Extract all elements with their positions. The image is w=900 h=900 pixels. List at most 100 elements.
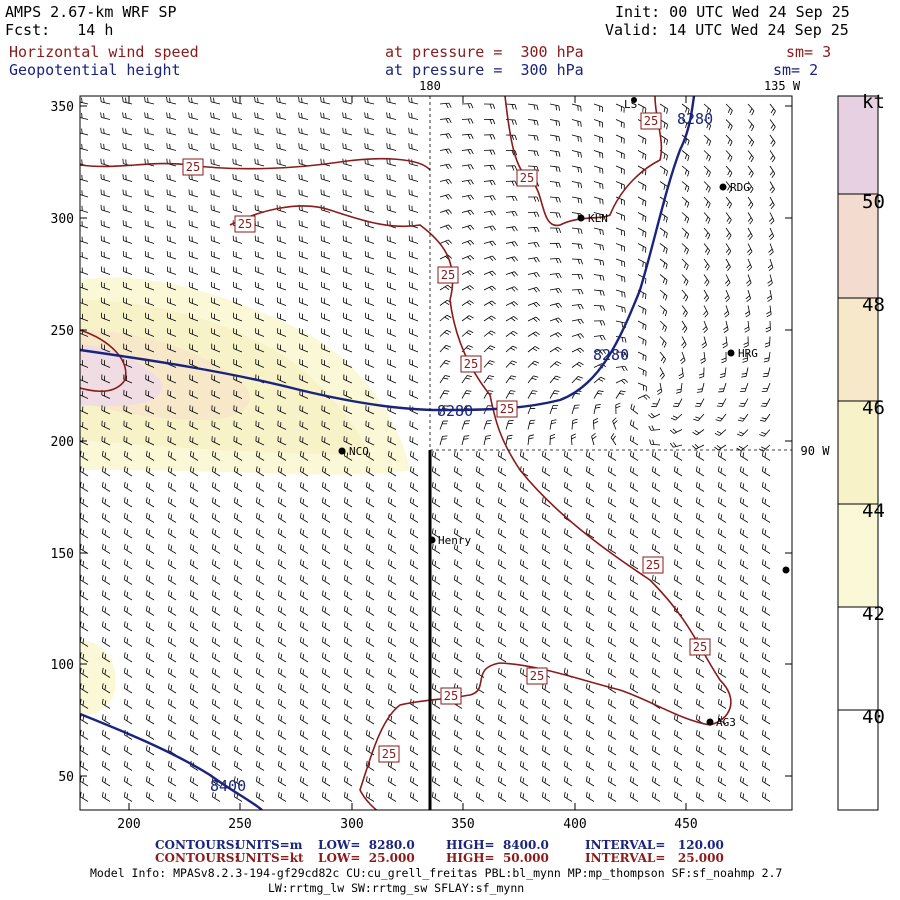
wind-barb-flag <box>489 271 494 277</box>
wind-barb <box>211 255 221 260</box>
wind-barb-flag <box>390 700 393 706</box>
wind-barb-flag <box>676 545 679 551</box>
wind-barb <box>146 625 155 632</box>
wind-barb-flag <box>475 652 478 658</box>
wind-barb <box>483 195 493 198</box>
wind-barb-flag <box>585 450 588 456</box>
wind-barb <box>718 501 727 508</box>
wind-barb-flag <box>742 746 745 752</box>
wind-barb <box>146 579 155 585</box>
wind-barb <box>146 780 155 787</box>
wind-barb-flag <box>749 108 753 114</box>
wind-barb-flag <box>563 497 566 503</box>
wind-barb-flag <box>764 607 767 613</box>
wind-barb-flag <box>213 113 215 119</box>
wind-barb-flag <box>717 512 720 518</box>
wind-barb <box>696 734 705 740</box>
wind-barb-flag <box>673 760 676 766</box>
wind-barb <box>769 243 774 253</box>
wind-barb-flag <box>680 357 685 362</box>
wind-barb-flag <box>720 529 723 535</box>
wind-barb-flag <box>522 498 525 504</box>
wind-barb <box>564 703 573 709</box>
wind-barb-flag <box>720 576 723 582</box>
wind-barb-flag <box>453 481 456 487</box>
wind-barb-flag <box>101 574 104 580</box>
wind-barb-flag <box>126 777 129 783</box>
wind-barb <box>652 470 661 477</box>
wind-barb-flag <box>519 745 522 751</box>
wind-barb <box>527 301 537 306</box>
wind-barb-flag <box>698 777 701 783</box>
wind-barb-flag <box>346 545 349 551</box>
wind-barb-flag <box>277 605 280 611</box>
wind-barb <box>439 329 447 337</box>
wind-barb <box>343 301 353 306</box>
wind-barb-flag <box>301 113 303 119</box>
wind-barb <box>593 363 603 368</box>
wind-barb-flag <box>365 621 368 627</box>
wind-barb-flag <box>390 622 393 628</box>
wind-barb-flag <box>324 700 327 706</box>
wind-barb <box>571 347 581 353</box>
wind-barb-flag <box>533 303 538 308</box>
wind-barb <box>681 119 690 126</box>
wind-barb <box>234 703 243 709</box>
speed-contour-north <box>80 157 431 171</box>
wind-barb-flag <box>577 151 579 157</box>
wind-barb-flag <box>448 148 452 154</box>
wind-barb-flag <box>104 793 107 799</box>
wind-barb <box>278 579 287 585</box>
wind-barb <box>549 134 559 137</box>
wind-barb <box>365 116 375 120</box>
wind-barb <box>80 394 89 399</box>
speed-contour-label-text: 25 <box>530 669 544 683</box>
colorbar: kt 50 48 46 44 42 40 <box>837 91 885 811</box>
wind-barb-flag <box>390 669 393 675</box>
wind-barb <box>255 301 265 306</box>
wind-barb <box>564 796 573 802</box>
x-tick-label: 400 <box>563 817 586 832</box>
wind-barb-flag <box>522 715 525 721</box>
wind-barb-flag <box>104 483 107 489</box>
wind-barb <box>234 687 243 694</box>
speed-contour-label: 25 <box>689 638 711 656</box>
wind-barb <box>630 486 639 492</box>
contour2-low: LOW= 25.000 <box>318 851 415 865</box>
wind-barb <box>123 271 133 275</box>
wind-barb <box>168 455 177 461</box>
wind-barb-flag <box>478 731 481 737</box>
wind-barb-flag <box>342 143 344 149</box>
wind-barb <box>652 610 661 616</box>
wind-barb <box>233 271 243 275</box>
wind-barb-flag <box>500 607 503 613</box>
wind-barb-flag <box>607 512 610 518</box>
wind-barb-flag <box>541 729 544 735</box>
wind-barb-flag <box>673 512 676 518</box>
wind-barb-flag <box>368 684 371 690</box>
wind-barb-flag <box>575 378 581 381</box>
wind-barb-flag <box>255 512 258 518</box>
wind-barb-flag <box>390 498 393 504</box>
wind-barb-flag <box>761 590 764 596</box>
wind-barb-flag <box>687 155 690 161</box>
wind-barb-flag <box>511 196 515 202</box>
wind-barb-flag <box>558 105 561 111</box>
wind-barb-flag <box>593 421 599 424</box>
wind-barb-flag <box>123 605 126 611</box>
wind-barb-flag <box>434 684 437 690</box>
wind-barb <box>608 672 617 678</box>
wind-barb-flag <box>651 466 654 472</box>
wind-barb <box>570 435 573 446</box>
wind-barb-flag <box>514 256 518 261</box>
wind-barb <box>586 532 595 539</box>
wind-barb-flag <box>717 543 720 549</box>
wind-barb <box>454 594 463 601</box>
wind-barb <box>549 273 559 275</box>
wind-barb-flag <box>82 576 85 582</box>
wind-barb-flag <box>475 528 478 534</box>
wind-barb <box>277 425 287 430</box>
wind-barb-flag <box>746 279 751 284</box>
wind-barb <box>432 641 441 647</box>
wind-barb <box>432 796 441 802</box>
